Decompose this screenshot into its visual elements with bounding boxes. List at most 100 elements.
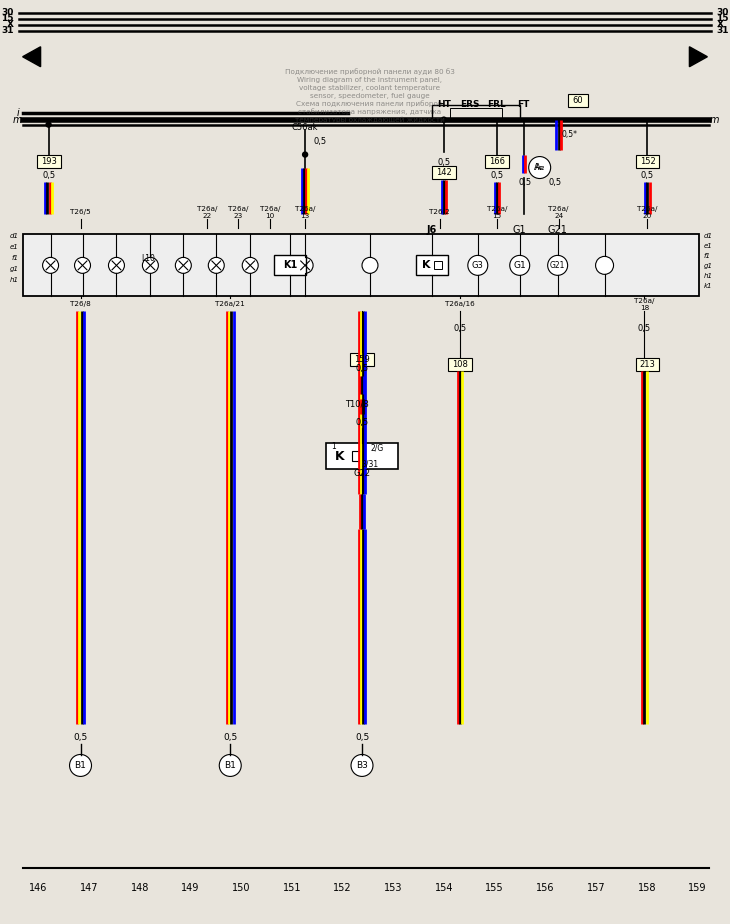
Text: K: K bbox=[422, 261, 430, 271]
Text: 150: 150 bbox=[232, 883, 250, 894]
Text: 0,5: 0,5 bbox=[223, 733, 237, 742]
Bar bbox=[450, 108, 502, 117]
Text: 0,5: 0,5 bbox=[641, 171, 654, 180]
Text: T26a/
13: T26a/ 13 bbox=[295, 206, 315, 219]
Circle shape bbox=[468, 255, 488, 275]
Text: 0,5: 0,5 bbox=[356, 418, 369, 427]
Text: стабилизатора напряжения, датчика: стабилизатора напряжения, датчика bbox=[299, 108, 442, 116]
Circle shape bbox=[303, 152, 307, 157]
Text: d1: d1 bbox=[704, 234, 712, 239]
Circle shape bbox=[510, 255, 530, 275]
Text: T26a/
20: T26a/ 20 bbox=[637, 206, 658, 219]
Text: 149: 149 bbox=[182, 883, 200, 894]
Text: G1: G1 bbox=[513, 261, 526, 270]
Text: 156: 156 bbox=[536, 883, 555, 894]
Text: 30: 30 bbox=[716, 8, 729, 18]
Text: T26a/
24: T26a/ 24 bbox=[548, 206, 569, 219]
FancyBboxPatch shape bbox=[350, 353, 374, 366]
Text: FT: FT bbox=[518, 100, 530, 109]
Text: G22: G22 bbox=[353, 469, 371, 479]
Circle shape bbox=[362, 258, 378, 274]
Text: 166: 166 bbox=[489, 157, 504, 166]
Bar bbox=[352, 451, 362, 461]
Text: 0,5: 0,5 bbox=[437, 158, 450, 167]
Circle shape bbox=[42, 258, 58, 274]
Text: 15: 15 bbox=[716, 14, 729, 23]
Text: K: K bbox=[335, 449, 345, 463]
Text: 146: 146 bbox=[29, 883, 47, 894]
Text: T26/2: T26/2 bbox=[429, 210, 450, 215]
Text: g1: g1 bbox=[704, 263, 712, 270]
Text: G21: G21 bbox=[550, 261, 565, 270]
Text: G3: G3 bbox=[472, 261, 484, 270]
Text: 0,5: 0,5 bbox=[491, 171, 503, 180]
Circle shape bbox=[442, 117, 446, 122]
Text: 151: 151 bbox=[283, 883, 301, 894]
Bar bbox=[274, 255, 306, 275]
Text: 158: 158 bbox=[637, 883, 656, 894]
Circle shape bbox=[297, 258, 313, 274]
Text: G21: G21 bbox=[548, 225, 568, 236]
Text: 159: 159 bbox=[354, 355, 370, 364]
Circle shape bbox=[109, 258, 124, 274]
Text: Wiring diagram of the instrument panel,: Wiring diagram of the instrument panel, bbox=[298, 77, 442, 82]
Text: sensor, speedometer, fuel gauge: sensor, speedometer, fuel gauge bbox=[310, 92, 430, 99]
Text: T26a/
22: T26a/ 22 bbox=[197, 206, 218, 219]
Text: 1: 1 bbox=[331, 442, 337, 451]
Text: T26a/21: T26a/21 bbox=[215, 301, 245, 308]
Text: 0,5: 0,5 bbox=[74, 733, 88, 742]
Text: m: m bbox=[710, 115, 719, 125]
Text: i: i bbox=[16, 107, 19, 117]
Text: G1: G1 bbox=[513, 225, 526, 236]
Polygon shape bbox=[23, 47, 41, 67]
Text: T10/8: T10/8 bbox=[345, 399, 369, 408]
Text: B1: B1 bbox=[74, 761, 86, 770]
Text: h1: h1 bbox=[9, 277, 19, 284]
Text: 0,5: 0,5 bbox=[638, 323, 651, 333]
Bar bbox=[434, 261, 442, 270]
Text: 159: 159 bbox=[688, 883, 707, 894]
Text: h1: h1 bbox=[704, 274, 712, 279]
Text: T26a/16: T26a/16 bbox=[445, 301, 475, 308]
Text: f1: f1 bbox=[12, 255, 19, 261]
Text: 31: 31 bbox=[716, 26, 729, 35]
Text: k1: k1 bbox=[704, 284, 712, 289]
Polygon shape bbox=[689, 47, 707, 67]
Text: A₂: A₂ bbox=[535, 163, 544, 172]
FancyBboxPatch shape bbox=[432, 166, 456, 179]
Text: 154: 154 bbox=[435, 883, 453, 894]
Circle shape bbox=[529, 156, 550, 178]
Text: 0,5: 0,5 bbox=[42, 171, 55, 180]
Circle shape bbox=[69, 755, 91, 776]
Text: T26a/
23: T26a/ 23 bbox=[228, 206, 248, 219]
Text: d1: d1 bbox=[9, 234, 19, 239]
Text: g1: g1 bbox=[9, 266, 19, 273]
Bar bbox=[432, 104, 520, 121]
Text: e1: e1 bbox=[10, 244, 19, 250]
Text: 148: 148 bbox=[131, 883, 149, 894]
Text: 157: 157 bbox=[587, 883, 605, 894]
Circle shape bbox=[175, 258, 191, 274]
Text: B3: B3 bbox=[356, 761, 368, 770]
Text: 31: 31 bbox=[1, 26, 14, 35]
Text: K1: K1 bbox=[283, 261, 297, 271]
Text: 2/G: 2/G bbox=[370, 444, 383, 453]
Text: 0,5: 0,5 bbox=[518, 178, 531, 187]
Circle shape bbox=[242, 258, 258, 274]
Text: 147: 147 bbox=[80, 883, 99, 894]
Text: 152: 152 bbox=[639, 157, 656, 166]
Text: T26a/
10: T26a/ 10 bbox=[260, 206, 280, 219]
Text: 15: 15 bbox=[1, 14, 14, 23]
Text: 213: 213 bbox=[639, 359, 656, 369]
Text: A₄₂: A₄₂ bbox=[534, 163, 545, 172]
Text: 0,5: 0,5 bbox=[548, 178, 561, 187]
Text: T26/8: T26/8 bbox=[70, 301, 91, 308]
Text: 30: 30 bbox=[1, 8, 14, 18]
Text: 142: 142 bbox=[436, 168, 452, 177]
Text: C56ak: C56ak bbox=[292, 123, 318, 132]
Text: T26/5: T26/5 bbox=[70, 210, 91, 215]
Text: Подключение приборной панели ауди 80 б3: Подключение приборной панели ауди 80 б3 bbox=[285, 68, 455, 75]
FancyBboxPatch shape bbox=[636, 358, 659, 371]
Text: voltage stabilizer, coolant temperature: voltage stabilizer, coolant temperature bbox=[299, 85, 440, 91]
Text: 193: 193 bbox=[41, 157, 56, 166]
